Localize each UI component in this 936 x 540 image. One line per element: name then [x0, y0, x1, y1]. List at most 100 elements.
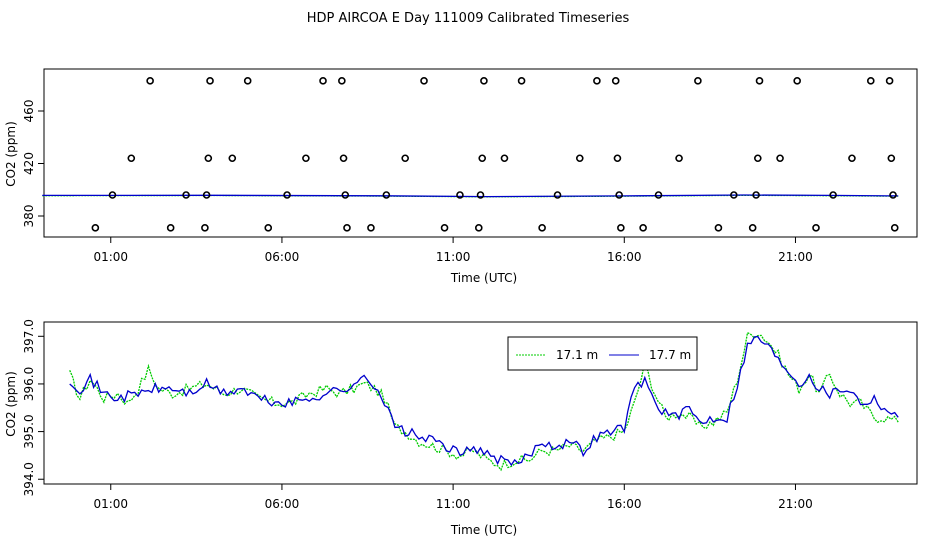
top-y-tick-label: 460 [22, 100, 36, 123]
top-y-tick-label: 420 [22, 152, 36, 175]
data-point [478, 154, 487, 163]
bottom-series-line-17-7 [69, 335, 899, 467]
top-x-axis: 01:00 06:00 11:00 16:00 21:00 [93, 237, 813, 264]
top-x-tick-label: 06:00 [265, 250, 300, 264]
data-point [694, 77, 702, 85]
data-point [474, 224, 483, 232]
top-points [91, 77, 899, 232]
legend-box [507, 336, 698, 371]
data-point [617, 224, 625, 232]
data-point [146, 77, 154, 85]
data-point [752, 191, 760, 199]
bottom-y-tick-label: 396.0 [22, 367, 36, 401]
data-point [243, 77, 252, 85]
top-x-axis-label: Time (UTC) [450, 271, 517, 285]
top-x-tick-label: 21:00 [778, 250, 813, 264]
legend: 17.1 m 17.7 m [507, 336, 698, 371]
data-point [283, 191, 291, 199]
data-point [166, 224, 175, 232]
data-point [866, 77, 875, 85]
bottom-series-line-17-1 [69, 331, 899, 472]
data-point [829, 191, 837, 199]
data-point [887, 154, 896, 163]
data-point [182, 191, 190, 199]
data-point [204, 154, 213, 163]
top-x-tick-label: 11:00 [436, 250, 471, 264]
bottom-y-tick-label: 394.0 [22, 462, 36, 496]
data-point [793, 77, 801, 85]
top-series-line-17-7 [42, 194, 899, 198]
data-point [401, 154, 409, 163]
data-point [264, 224, 273, 232]
data-point [748, 224, 757, 232]
data-point [341, 191, 350, 199]
data-point [613, 154, 622, 163]
top-panel: 01:00 06:00 11:00 16:00 21:00 380 420 460 Time… [4, 68, 918, 285]
data-point [889, 191, 897, 199]
data-point [367, 224, 375, 232]
bottom-lines [69, 331, 899, 472]
data-point [302, 154, 310, 163]
figure-title: HDP AIRCOA E Day 111009 Calibrated Times… [307, 11, 630, 26]
bottom-plot-frame [43, 321, 918, 485]
data-point [812, 224, 820, 232]
data-point [420, 77, 428, 85]
bottom-y-axis: 394.0 395.0 396.0 397.0 [22, 319, 44, 496]
data-point [339, 154, 348, 163]
data-point [517, 77, 526, 85]
data-point [730, 191, 738, 199]
bottom-panel: 01:00 06:00 11:00 16:00 21:00 394.0 395.0 396.… [4, 319, 918, 537]
data-point [91, 224, 100, 232]
data-point [127, 154, 136, 163]
data-point [611, 77, 620, 85]
bottom-x-axis: 01:00 06:00 11:00 16:00 21:00 [93, 484, 813, 511]
top-plot-frame [43, 68, 918, 238]
data-point [538, 224, 546, 232]
data-point [754, 154, 762, 163]
data-point [440, 224, 449, 232]
data-point [343, 224, 351, 232]
data-point [202, 191, 211, 199]
legend-label-17-7: 17.7 m [649, 348, 691, 362]
data-point [201, 224, 209, 232]
data-point [476, 191, 485, 199]
data-point [776, 154, 784, 163]
top-y-tick-label: 380 [22, 205, 36, 228]
data-point [228, 154, 237, 163]
bottom-x-tick-label: 21:00 [778, 497, 813, 511]
top-lines [42, 194, 899, 198]
data-point [456, 191, 464, 199]
top-x-tick-label: 01:00 [93, 250, 128, 264]
data-point [575, 154, 584, 163]
data-point [382, 191, 391, 199]
data-point [890, 224, 899, 232]
top-x-tick-label: 16:00 [607, 250, 642, 264]
data-point [714, 224, 723, 232]
data-point [885, 77, 894, 85]
data-point [338, 77, 346, 85]
bottom-y-axis-label: CO2 (ppm) [4, 371, 18, 437]
data-point [108, 191, 117, 199]
data-point [675, 154, 683, 163]
bottom-x-tick-label: 01:00 [93, 497, 128, 511]
bottom-x-axis-label: Time (UTC) [450, 523, 517, 537]
bottom-x-tick-label: 06:00 [265, 497, 300, 511]
data-point [848, 154, 856, 163]
bottom-y-tick-label: 397.0 [22, 319, 36, 353]
legend-label-17-1: 17.1 m [556, 348, 598, 362]
data-point [593, 77, 601, 85]
top-y-axis-label: CO2 (ppm) [4, 121, 18, 187]
data-point [319, 77, 327, 85]
data-point [206, 77, 214, 85]
data-point [639, 224, 647, 232]
top-y-axis: 380 420 460 [22, 100, 44, 228]
data-point [553, 191, 562, 199]
data-point [654, 191, 663, 199]
bottom-x-tick-label: 11:00 [436, 497, 471, 511]
data-point [755, 77, 764, 85]
data-point [500, 154, 509, 163]
bottom-x-tick-label: 16:00 [607, 497, 642, 511]
data-point [615, 191, 623, 199]
data-point [480, 77, 488, 85]
